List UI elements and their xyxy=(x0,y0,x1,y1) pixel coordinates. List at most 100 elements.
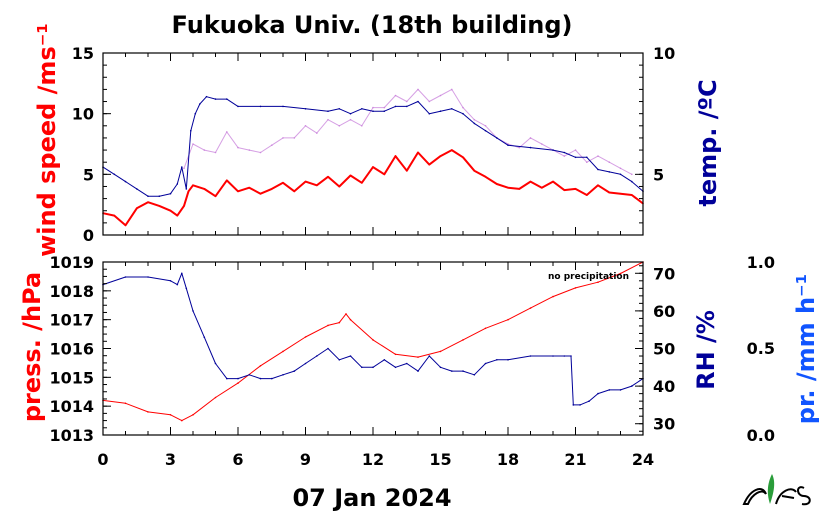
data-point xyxy=(563,355,566,357)
data-point xyxy=(169,209,172,212)
data-point xyxy=(304,362,307,365)
x-tick-label: 6 xyxy=(232,450,243,469)
data-point xyxy=(579,404,581,406)
data-point xyxy=(451,149,453,151)
data-point xyxy=(248,374,251,376)
data-point xyxy=(394,94,397,97)
data-point xyxy=(349,355,352,357)
data-point xyxy=(282,105,284,108)
date-label: 07 Jan 2024 xyxy=(292,484,451,512)
precip-tick-label: 1.0 xyxy=(747,253,775,272)
data-point xyxy=(439,94,442,97)
data-point xyxy=(349,174,352,177)
data-point xyxy=(608,161,611,163)
data-point xyxy=(237,146,239,149)
data-point xyxy=(304,108,307,110)
y-right-tick-label: 40 xyxy=(653,377,675,396)
data-point xyxy=(383,173,386,176)
data-point xyxy=(406,362,408,365)
data-point xyxy=(484,176,487,178)
series-line-wind-mean xyxy=(102,149,644,227)
data-point xyxy=(597,168,599,171)
data-point xyxy=(372,339,374,341)
data-point xyxy=(619,389,622,391)
data-point xyxy=(113,214,116,217)
data-point xyxy=(574,156,577,159)
data-point xyxy=(608,191,611,194)
data-point xyxy=(552,295,554,298)
data-point xyxy=(394,105,397,108)
data-point xyxy=(529,307,532,309)
logo-glyph xyxy=(742,474,811,506)
x-tick-label: 15 xyxy=(429,450,451,469)
plot-frame xyxy=(102,52,644,236)
data-point xyxy=(192,184,194,187)
data-point xyxy=(338,125,341,127)
y-right-tick-label: 70 xyxy=(653,264,675,283)
y-right-tick-label: 30 xyxy=(653,415,675,434)
data-point xyxy=(327,347,329,350)
data-point xyxy=(226,179,228,182)
data-point xyxy=(586,156,588,159)
data-point xyxy=(372,166,374,168)
data-point xyxy=(282,137,284,139)
data-point xyxy=(190,129,192,132)
data-point xyxy=(169,192,172,195)
x-tick-label: 3 xyxy=(165,450,176,469)
data-point xyxy=(462,339,464,341)
y-left-tick-label: 1016 xyxy=(49,340,94,359)
data-point xyxy=(552,180,554,183)
data-point xyxy=(507,144,509,146)
data-point xyxy=(588,400,590,403)
data-point xyxy=(518,188,521,190)
y-left-tick-label: 1015 xyxy=(49,368,94,387)
data-point xyxy=(176,214,179,217)
data-point xyxy=(572,404,575,406)
data-point xyxy=(383,359,386,361)
data-point xyxy=(147,195,149,197)
data-point xyxy=(496,137,498,139)
data-point xyxy=(361,182,363,184)
data-point xyxy=(181,166,183,168)
precip-axis-label: pr. /mm h⁻¹ xyxy=(792,274,820,424)
y-right-tick-label: 10 xyxy=(653,44,675,63)
data-point xyxy=(185,287,188,290)
data-point xyxy=(529,137,532,139)
data-point xyxy=(451,108,453,110)
data-point xyxy=(473,122,476,125)
series-line-pressure xyxy=(102,261,644,422)
data-point xyxy=(327,324,329,327)
data-point xyxy=(428,100,431,103)
data-point xyxy=(552,149,554,151)
data-point xyxy=(192,414,194,416)
data-point xyxy=(372,106,374,109)
data-point xyxy=(349,112,352,115)
data-point xyxy=(563,189,566,191)
data-point xyxy=(518,146,521,149)
data-point xyxy=(349,318,352,321)
data-point xyxy=(541,186,543,189)
data-point xyxy=(406,105,408,108)
data-point xyxy=(176,183,179,185)
y-left-tick-label: 1019 xyxy=(49,253,94,272)
data-point xyxy=(158,195,161,197)
y-left-tick-label: 1014 xyxy=(49,397,94,416)
data-point xyxy=(181,272,183,275)
series-line-wind-max xyxy=(183,88,633,175)
data-point xyxy=(214,362,217,365)
y-right-tick-label: 50 xyxy=(653,340,675,359)
data-point xyxy=(563,155,566,157)
data-point xyxy=(462,112,464,115)
data-point xyxy=(214,396,217,399)
y-left-tick-label: 1013 xyxy=(49,426,94,445)
data-point xyxy=(147,201,149,203)
data-point xyxy=(293,190,296,193)
y-left-tick-label: 1018 xyxy=(49,282,94,301)
data-point xyxy=(417,370,419,372)
data-point xyxy=(473,118,476,121)
data-point xyxy=(574,188,577,190)
data-point xyxy=(597,184,599,187)
data-point xyxy=(203,188,206,190)
pressure-axis-label: press. /hPa xyxy=(18,272,46,422)
data-point xyxy=(203,149,206,151)
